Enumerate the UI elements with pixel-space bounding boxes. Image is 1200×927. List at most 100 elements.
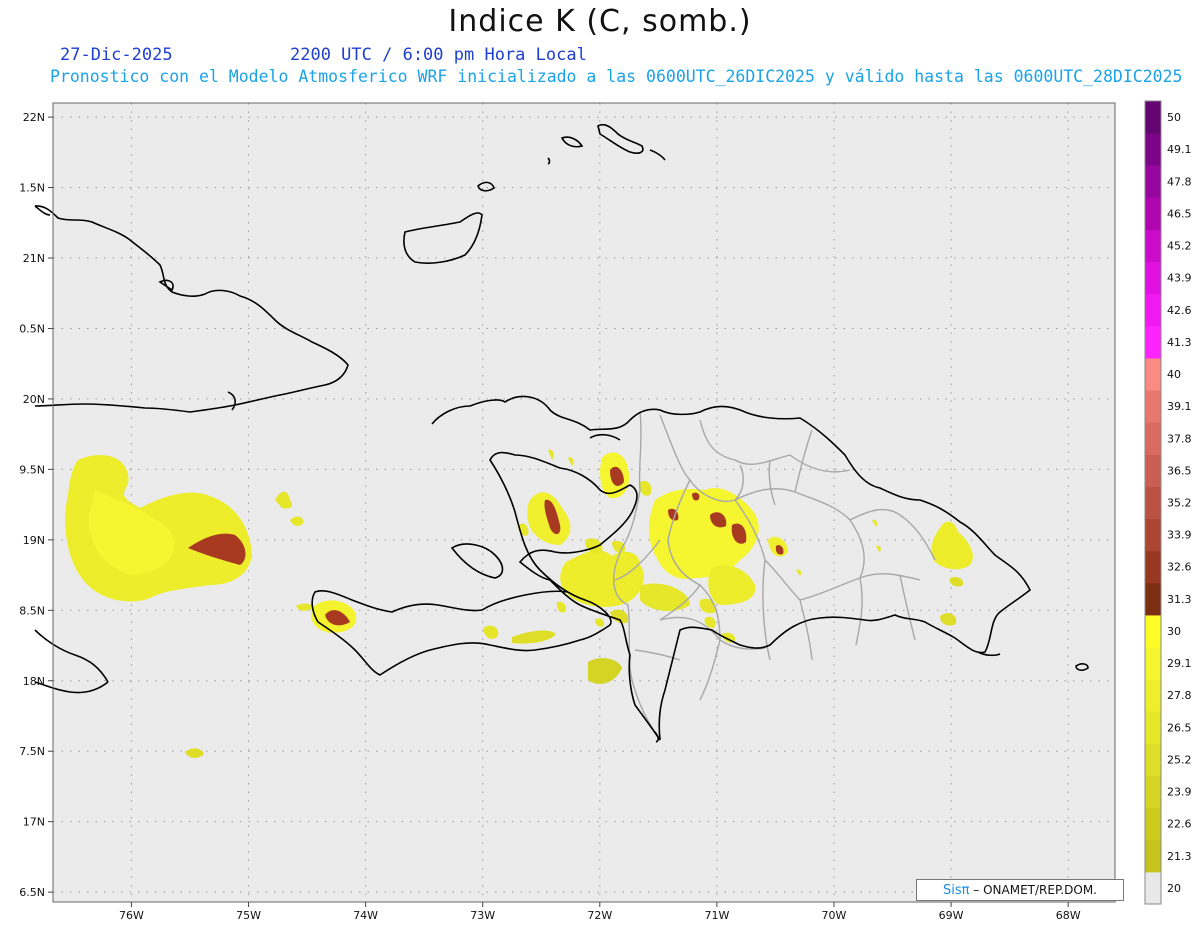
credit-label: – ONAMET/REP.DOM. [969,883,1097,897]
map-title: Indice K (C, somb.) [448,4,752,39]
caicos-a [597,123,644,154]
k-area-v [876,545,881,552]
lat-tick-label: 19N [23,534,45,547]
color-swatch [1145,357,1161,391]
k-area-d [588,658,622,684]
k-area-t [796,569,802,576]
colorbar-label: 47.8 [1167,175,1192,188]
lat-tick-label: 17N [23,816,45,829]
k-area-l [610,609,629,624]
color-swatch [1145,293,1161,327]
color-swatch [1145,101,1161,134]
colorbar-label: 20 [1167,882,1181,895]
k-max-s [775,545,784,555]
colorbar-label: 45.2 [1167,240,1192,253]
mona-island [1075,663,1089,671]
coastlines [34,123,1089,743]
lon-tick-label: 75W [236,909,261,922]
k-max-tiburon [325,610,350,626]
colorbar-label: 29.1 [1167,657,1192,670]
k-area-g [568,457,574,466]
colorbar-label: 21.3 [1167,850,1192,863]
beata [654,731,660,743]
k-area-w [949,577,964,587]
color-swatch [1145,197,1161,230]
k-area-o [708,565,756,605]
colorbar-label: 35.2 [1167,497,1192,510]
k-area-c [512,630,556,644]
gonave [450,543,504,579]
colorbar-label: 36.5 [1167,464,1192,477]
color-swatch [1145,165,1161,198]
lon-tick-label: 76W [119,909,144,922]
great-inagua [403,212,483,264]
cuba-islet-b [158,279,174,292]
k-area-u [872,519,878,527]
lon-tick-label: 69W [939,909,964,922]
k-area-r [722,632,736,643]
color-swatch [1145,679,1161,712]
colorbar-label: 26.5 [1167,721,1192,734]
lat-tick-label: 22N [23,111,45,124]
cuba-islet-c [34,205,51,216]
jamaica-north [34,629,109,683]
k-max-haiti-nw [544,499,561,535]
color-swatch [1145,839,1161,873]
k-area-a [296,603,314,611]
model-subtitle: Pronostico con el Modelo Atmosferico WRF… [50,67,1183,86]
lon-tick-label: 68W [1056,909,1081,922]
lat-tick-label: 9.5N [19,463,45,476]
lat-tick-label: 8.5N [19,604,45,617]
color-swatch [1145,550,1161,584]
map-axes: 22N 1.5N 21N 0.5N 20N 9.5N 19N 8.5N 18N 7.5N 17N 6.… [19,102,1116,922]
k-area-b [483,625,499,639]
k-area-f [548,449,554,460]
color-swatch [1145,422,1161,455]
lon-tick-label: 73W [470,909,495,922]
cuba-islet-a [227,391,237,411]
colorbar-frame [1144,100,1162,905]
lon-tick-label: 72W [587,909,612,922]
cuba-coast [34,205,349,413]
colorbar-label: 40 [1167,368,1181,381]
k-max-cibao-b [710,512,727,528]
colorbar-label: 41.3 [1167,336,1192,349]
colorbar-label: 22.6 [1167,818,1192,831]
k-max-cibao-c [731,523,747,544]
mayaguana [560,136,584,148]
map-background [53,103,1115,902]
lat-tick-label: 6.5N [19,886,45,899]
color-swatch [1145,518,1161,552]
lat-tick-label: 21N [23,252,45,265]
jamaica-south [34,681,109,694]
k-max-cibao-d [692,492,700,501]
color-scale: 20 21.3 22.6 23.9 25.2 26.5 27.8 29.1 30 31.3 32.6… [1144,100,1192,905]
colorbar-label: 42.6 [1167,304,1192,317]
lon-tick-label: 71W [704,909,729,922]
color-swatch [1145,133,1161,166]
colorbar-label: 49.1 [1167,143,1192,156]
k-area-east [931,521,973,570]
islet-c [547,157,551,165]
colorbar-label: 30 [1167,625,1181,638]
color-swatch [1145,614,1161,648]
k-area-q [704,616,716,628]
k-max-west [188,533,246,565]
k-area-x [940,613,957,626]
k-area-h [639,480,652,496]
k-area-small-a [275,491,293,509]
hispaniola-coast [311,395,1032,741]
lat-tick-label: 1.5N [19,182,45,195]
colorbar-label: 23.9 [1167,786,1192,799]
map-frame [52,102,1116,903]
lat-tick-label: 20N [23,393,45,406]
colorbar-label: 50 [1167,111,1181,124]
k-area-small-b [290,516,304,526]
k-max-north-haiti [610,466,624,486]
lat-tick-label: 0.5N [19,322,45,335]
color-swatch [1145,743,1161,777]
color-swatch [1145,775,1161,809]
colorbar-label: 31.3 [1167,593,1192,606]
colorbar-label: 32.6 [1167,561,1192,574]
color-swatch [1145,582,1161,616]
